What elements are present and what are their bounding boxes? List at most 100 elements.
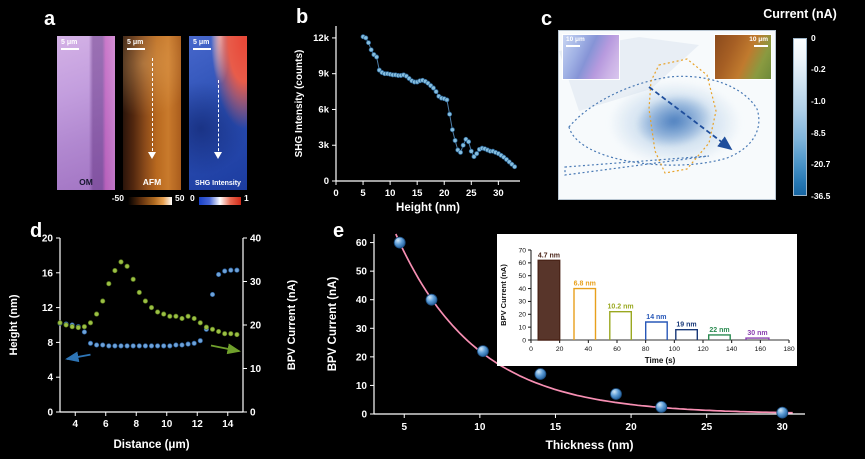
- scalebar-bar: [61, 48, 79, 50]
- svg-text:12: 12: [42, 303, 54, 314]
- bpv-vs-thickness-chart: 5 10 15 20 25 30 0 10 20 30 40 50 60 Thickness (nm) BP…: [327, 233, 805, 452]
- svg-text:80: 80: [642, 346, 650, 353]
- svg-text:4.7 nm: 4.7 nm: [538, 252, 560, 259]
- current-colorbar-tick-4: -20.7: [811, 159, 831, 169]
- flake-outline-orange: [648, 58, 717, 174]
- afm-scan-arrow: [147, 58, 156, 159]
- shg-image: 5 μm SHG Intensity: [189, 36, 247, 190]
- svg-text:3k: 3k: [318, 140, 329, 151]
- svg-text:6.8 nm: 6.8 nm: [574, 281, 596, 288]
- scan-direction-arrow: [648, 86, 733, 151]
- svg-text:20: 20: [250, 321, 262, 332]
- scalebar-bar: [127, 48, 145, 50]
- svg-text:40: 40: [585, 346, 593, 353]
- svg-text:4: 4: [72, 419, 78, 430]
- svg-text:30 nm: 30 nm: [747, 330, 767, 337]
- svg-text:50: 50: [518, 273, 526, 280]
- photocurrent-map: 10 μm 10 μm: [558, 30, 776, 200]
- left-y-axis-label: Height (nm): [8, 294, 20, 355]
- shg-scalebar: 5 μm: [193, 39, 211, 50]
- right-y-axis-label: BPV Current (nA): [286, 279, 298, 370]
- shg-intensity-vs-height-chart: 0 5 10 15 20 25 30 0 3k 6k 9k 12k Height (nm) SHG Int…: [294, 26, 520, 214]
- shg-scan-arrow: [213, 80, 222, 159]
- current-colorbar-tick-2: -1.0: [811, 96, 826, 106]
- svg-text:20: 20: [356, 352, 368, 363]
- panel-a-label: a: [44, 8, 56, 30]
- svg-text:15: 15: [550, 422, 562, 433]
- current-colorbar: [793, 38, 807, 196]
- svg-text:10: 10: [518, 324, 526, 331]
- svg-text:20: 20: [518, 312, 526, 319]
- svg-text:0: 0: [529, 346, 533, 353]
- svg-text:8: 8: [133, 419, 139, 430]
- afm-inset-scalebar-label: 10 μm: [749, 36, 768, 43]
- om-scalebar: 5 μm: [61, 39, 79, 50]
- svg-text:14 nm: 14 nm: [646, 314, 666, 321]
- svg-text:30: 30: [493, 188, 504, 199]
- svg-text:12k: 12k: [313, 33, 330, 44]
- svg-text:180: 180: [783, 346, 795, 353]
- svg-text:25: 25: [701, 422, 713, 433]
- svg-text:10: 10: [250, 364, 262, 375]
- svg-text:0: 0: [250, 408, 256, 419]
- x-axis-label: Thickness (nm): [545, 438, 633, 452]
- shg-colorbar-max: 1: [244, 193, 249, 203]
- svg-text:70: 70: [518, 247, 526, 254]
- arrowhead: [213, 152, 222, 163]
- arrowhead: [147, 152, 156, 163]
- inset-y-axis-label: BPV Current (nA): [499, 264, 508, 326]
- svg-text:9k: 9k: [318, 69, 329, 80]
- x-axis-label: Height (nm): [396, 202, 460, 214]
- om-inset-scalebar: 10 μm: [566, 36, 585, 47]
- current-colorbar-tick-5: -36.5: [811, 191, 831, 201]
- svg-text:14: 14: [222, 419, 234, 430]
- svg-text:40: 40: [518, 286, 526, 293]
- shg-scalebar-label: 5 μm: [193, 39, 210, 46]
- svg-text:6k: 6k: [318, 104, 329, 115]
- svg-text:10: 10: [385, 188, 396, 199]
- afm-colorbar-min: -50: [111, 193, 124, 203]
- afm-colorbar-max: 50: [175, 193, 185, 203]
- svg-text:40: 40: [250, 234, 262, 245]
- svg-text:10: 10: [161, 419, 173, 430]
- afm-colorbar: [128, 197, 172, 205]
- svg-text:22 nm: 22 nm: [709, 327, 729, 334]
- svg-text:10.2 nm: 10.2 nm: [608, 304, 634, 311]
- panel-d-label: d: [30, 220, 43, 242]
- svg-text:4: 4: [47, 373, 53, 384]
- svg-text:30: 30: [777, 422, 789, 433]
- svg-text:10: 10: [474, 422, 486, 433]
- afm-scalebar: 5 μm: [127, 39, 145, 50]
- om-inset-scalebar-label: 10 μm: [566, 36, 585, 43]
- current-colorbar-tick-3: -8.5: [811, 128, 826, 138]
- afm-image-label: AFM: [142, 177, 162, 187]
- svg-text:0: 0: [522, 337, 526, 344]
- svg-text:5: 5: [360, 188, 366, 199]
- svg-text:6: 6: [103, 419, 109, 430]
- svg-text:120: 120: [697, 346, 709, 353]
- svg-text:19 nm: 19 nm: [676, 322, 696, 329]
- svg-text:140: 140: [726, 346, 738, 353]
- svg-text:100: 100: [669, 346, 681, 353]
- x-axis-label: Distance (μm): [113, 439, 189, 451]
- svg-text:160: 160: [755, 346, 767, 353]
- bpv-time-pulses-inset: 0 20 40 60 80 100 120 140 160 180 0 10 20 30 40 50 60 70 T…: [497, 234, 797, 366]
- inset-x-axis-label: Time (s): [645, 356, 676, 365]
- panel-c-label: c: [541, 8, 553, 30]
- svg-text:12: 12: [192, 419, 204, 430]
- scalebar-bar: [193, 48, 211, 50]
- svg-text:25: 25: [466, 188, 477, 199]
- afm-image: 5 μm AFM: [123, 36, 181, 190]
- om-inset-image: 10 μm: [562, 34, 620, 80]
- svg-text:16: 16: [42, 268, 54, 279]
- flake-outline-blue-spike: [564, 155, 710, 176]
- flake-outline-blue: [568, 75, 760, 166]
- shg-colorbar-min: 0: [190, 193, 195, 203]
- afm-inset-scalebar: 10 μm: [749, 36, 768, 47]
- height-bpv-profile-chart: 4 6 8 10 12 14 0 4 8 12 16 20 0 10 20 30 40 Distance (μm)…: [8, 234, 298, 452]
- svg-text:60: 60: [613, 346, 621, 353]
- afm-inset-image: 10 μm: [714, 34, 772, 80]
- panel-b-label: b: [296, 6, 309, 28]
- current-colorbar-tick-1: -0.2: [811, 64, 826, 74]
- om-image-label: OM: [79, 177, 93, 187]
